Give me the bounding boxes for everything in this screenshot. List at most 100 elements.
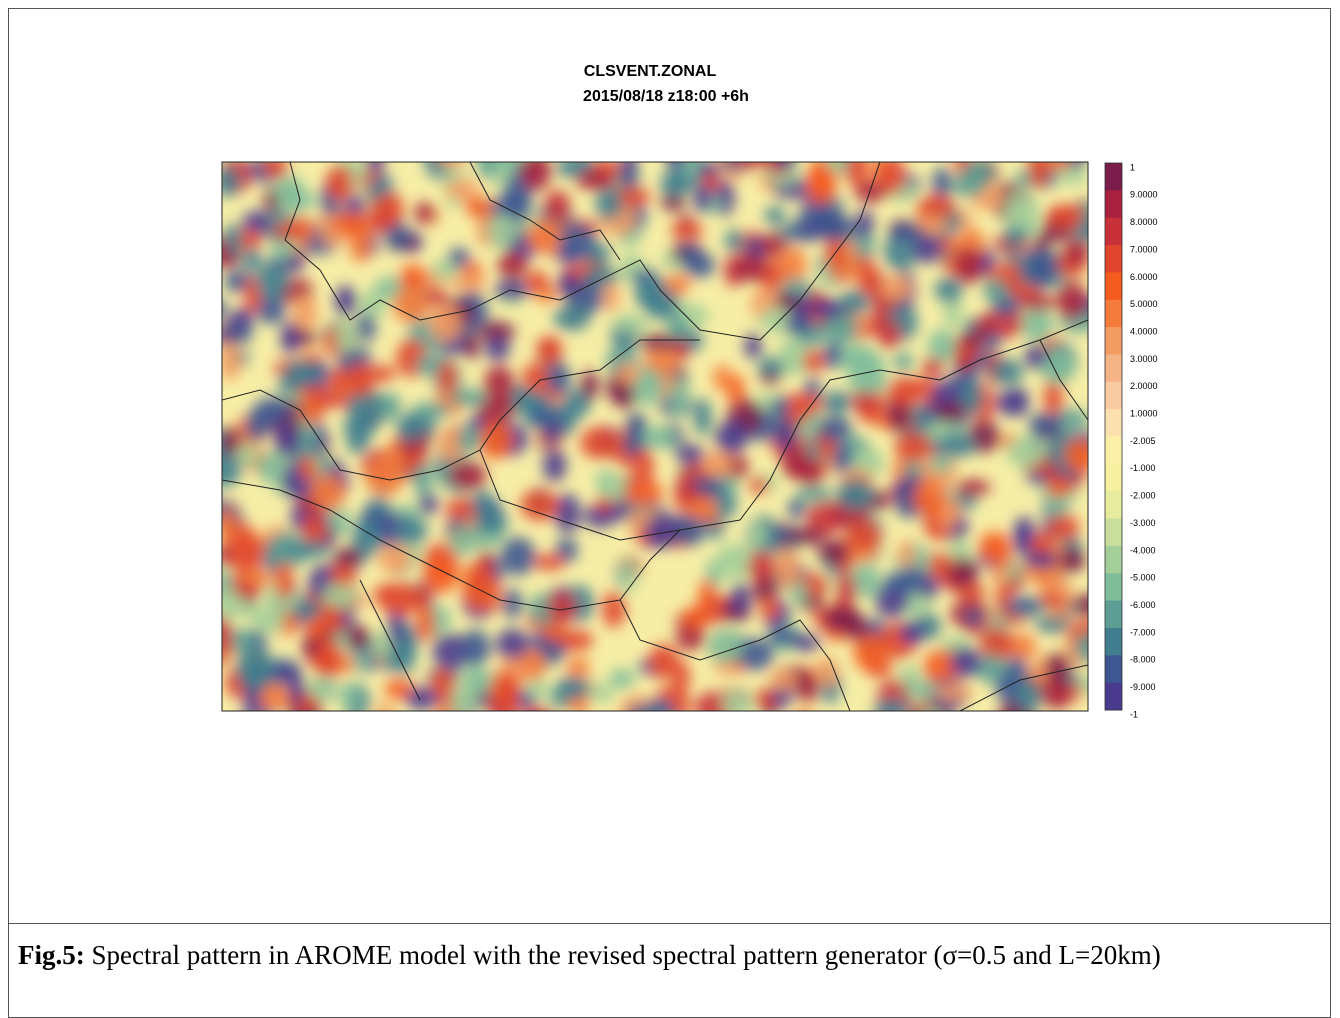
colorbar: 1 9.0000 8.0000 7.0000 6.0000 5.0000 4.0000 3.0…: [1104, 162, 1158, 719]
pattern-blob: [272, 222, 308, 240]
pattern-blob: [575, 170, 615, 191]
pattern-blob: [449, 389, 490, 407]
pattern-blob: [519, 162, 552, 191]
pattern-blob: [293, 601, 323, 620]
pattern-blob: [856, 255, 877, 295]
pattern-blob: [512, 391, 551, 410]
pattern-blob: [609, 668, 635, 690]
pattern-blob: [818, 415, 852, 442]
colorbar-label: 5.0000: [1130, 299, 1158, 309]
pattern-blob: [960, 381, 983, 415]
pattern-blob: [641, 425, 678, 450]
pattern-blob: [307, 675, 336, 701]
pattern-blob: [553, 305, 591, 331]
pattern-blob: [224, 223, 242, 254]
pattern-blob: [765, 162, 793, 175]
pattern-blob: [256, 684, 293, 711]
pattern-blob: [817, 539, 850, 564]
pattern-blob: [595, 187, 623, 221]
pattern-blob: [798, 709, 809, 711]
colorbar-swatch: [1105, 627, 1122, 656]
pattern-blob: [1040, 678, 1073, 710]
colorbar-label: -1.000: [1130, 463, 1156, 473]
pattern-blob: [824, 162, 846, 172]
pattern-blob: [712, 364, 732, 391]
pattern-blob: [932, 166, 952, 201]
pattern-blob: [227, 534, 264, 574]
colorbar-label: 6.0000: [1130, 272, 1158, 282]
pattern-blob: [674, 484, 700, 504]
pattern-blob: [542, 448, 567, 483]
pattern-blob: [334, 285, 357, 316]
colorbar-label: -7.000: [1130, 627, 1156, 637]
pattern-blob: [484, 336, 511, 361]
pattern-blob: [823, 604, 864, 634]
pattern-blob: [439, 162, 466, 168]
pattern-blob: [370, 364, 396, 383]
pattern-blob: [888, 223, 925, 244]
pattern-blob: [380, 391, 401, 422]
pattern-blob: [404, 584, 432, 608]
pattern-blob: [922, 357, 945, 377]
pattern-blob: [1073, 224, 1088, 242]
pattern-blob: [899, 565, 925, 595]
pattern-blob: [399, 264, 427, 292]
pattern-blob: [222, 427, 242, 456]
pattern-blob: [222, 300, 227, 319]
pattern-blob: [1064, 238, 1088, 266]
pattern-blob: [954, 246, 983, 285]
pattern-blob: [255, 263, 290, 300]
pattern-blob: [899, 621, 926, 645]
pattern-blob: [414, 201, 435, 225]
figure-subtitle: 2015/08/18 z18:00 +6h: [583, 88, 749, 105]
pattern-blob: [274, 175, 306, 210]
colorbar-label: 4.0000: [1130, 326, 1158, 336]
pattern-blob: [329, 507, 351, 537]
pattern-blob: [1073, 632, 1088, 663]
pattern-blob: [1010, 633, 1037, 661]
pattern-blob: [617, 362, 639, 386]
pattern-blob: [879, 275, 913, 301]
pattern-blob: [418, 494, 439, 515]
pattern-blob: [1046, 204, 1085, 229]
pattern-blob: [560, 629, 594, 651]
pattern-blob: [675, 444, 705, 465]
pattern-blob: [581, 370, 599, 401]
pattern-blob: [236, 648, 276, 689]
pattern-blob: [618, 694, 658, 711]
pattern-blob: [309, 473, 346, 511]
pattern-blob: [951, 173, 987, 198]
pattern-blob: [802, 349, 825, 373]
pattern-blob: [798, 205, 834, 222]
pattern-blob: [386, 220, 410, 252]
pattern-blob: [979, 627, 1016, 661]
pattern-blob: [836, 478, 875, 510]
colorbar-swatch: [1105, 327, 1122, 355]
pattern-blob: [463, 331, 480, 360]
pattern-blob: [664, 273, 691, 295]
pattern-blob: [815, 656, 839, 688]
caption: Fig.5: Spectral pattern in AROME model w…: [8, 923, 1331, 974]
pattern-blob: [963, 608, 985, 626]
pattern-blob: [787, 498, 806, 519]
pattern-blob: [448, 247, 471, 268]
pattern-blob: [394, 516, 428, 545]
pattern-blob: [667, 313, 688, 338]
pattern-blob: [396, 638, 415, 676]
pattern-blob: [1003, 191, 1040, 228]
pattern-blob: [300, 393, 323, 425]
colorbar-label: 8.0000: [1130, 217, 1158, 227]
pattern-blob: [415, 604, 436, 641]
colorbar-label: -6.000: [1130, 600, 1156, 610]
pattern-blob: [955, 479, 991, 496]
pattern-blob: [554, 493, 581, 533]
colorbar-swatch: [1105, 682, 1122, 711]
pattern-blob: [428, 303, 462, 342]
pattern-blob: [274, 422, 298, 458]
colorbar-border: [1104, 162, 1123, 711]
pattern-blob: [366, 162, 384, 174]
pattern-blob: [974, 654, 1008, 683]
pattern-blob: [477, 395, 516, 423]
pattern-blob: [1028, 412, 1064, 437]
